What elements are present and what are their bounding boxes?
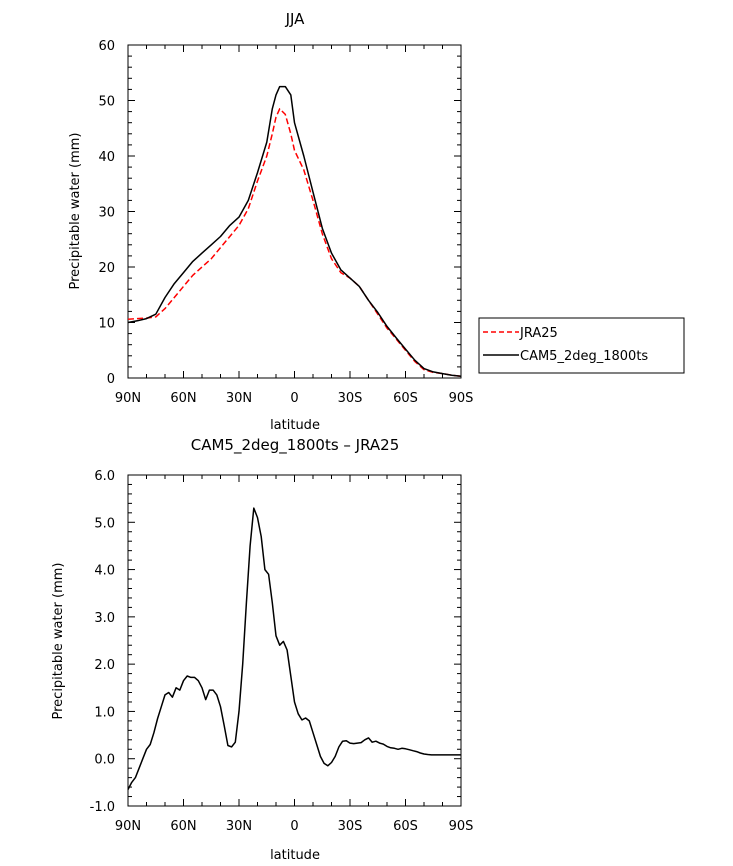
x-tick-label: 90N — [115, 391, 141, 406]
y-tick-marks: -1.0 0.0 1.0 2.0 3.0 4.0 5.0 6.0 — [90, 469, 461, 815]
x-tick-label: 0 — [290, 819, 298, 834]
y-tick-label: 0 — [107, 372, 115, 387]
x-tick-label: 60S — [393, 819, 418, 834]
legend-label-jra25: JRA25 — [519, 326, 558, 341]
x-tick-label: 60S — [393, 391, 418, 406]
series-group — [127, 507, 461, 790]
legend-label-cam5: CAM5_2deg_1800ts — [520, 349, 648, 364]
x-tick-label: 90S — [449, 819, 474, 834]
x-tick-label: 90N — [115, 819, 141, 834]
y-tick-label: 50 — [98, 95, 115, 110]
plot-frame — [127, 474, 462, 807]
x-tick-label: 30S — [338, 391, 363, 406]
x-tick-label: 60N — [170, 819, 196, 834]
chart-title: CAM5_2deg_1800ts – JRA25 — [191, 436, 400, 455]
series-line-cam5-2deg-1800ts — [127, 85, 462, 378]
y-tick-label: 4.0 — [94, 564, 115, 579]
x-tick-label: 0 — [290, 391, 298, 406]
x-tick-marks: 90N 60N 30N 0 30S 60S 90S — [115, 475, 474, 834]
y-tick-marks: 0 10 20 30 40 50 60 — [98, 39, 461, 387]
x-axis-label: latitude — [270, 418, 320, 433]
legend: JRA25 CAM5_2deg_1800ts — [478, 317, 685, 374]
series-line-jra25 — [127, 108, 462, 378]
panel-top-chart: JJA 90N 60N 30N 0 30S 60S 90S 0 10 20 30 40 50 60 la… — [68, 10, 473, 433]
x-tick-label: 90S — [449, 391, 474, 406]
y-tick-label: 30 — [98, 206, 115, 221]
y-tick-label: 20 — [98, 261, 115, 276]
y-tick-label: 3.0 — [94, 611, 115, 626]
y-tick-label: 2.0 — [94, 658, 115, 673]
y-tick-label: 5.0 — [94, 516, 115, 531]
y-tick-label: 0.0 — [94, 753, 115, 768]
y-tick-label: 60 — [98, 39, 115, 54]
series-group — [127, 85, 462, 378]
y-tick-label: 6.0 — [94, 469, 115, 484]
series-line-difference — [127, 507, 461, 790]
plot-frame — [127, 44, 462, 379]
chart-title: JJA — [285, 10, 306, 28]
x-tick-label: 30N — [226, 819, 252, 834]
x-axis-label: latitude — [270, 848, 320, 863]
x-tick-marks: 90N 60N 30N 0 30S 60S 90S — [115, 45, 474, 406]
x-tick-label: 30S — [338, 819, 363, 834]
panel-bottom-chart: CAM5_2deg_1800ts – JRA25 90N 60N 30N 0 30S 60… — [51, 436, 473, 863]
y-tick-label: -1.0 — [90, 800, 115, 815]
y-axis-label: Precipitable water (mm) — [68, 133, 83, 290]
legend-box — [478, 317, 685, 374]
y-tick-label: 1.0 — [94, 705, 115, 720]
x-tick-label: 30N — [226, 391, 252, 406]
x-tick-label: 60N — [170, 391, 196, 406]
y-tick-label: 10 — [98, 317, 115, 332]
y-axis-label: Precipitable water (mm) — [51, 563, 66, 720]
y-tick-label: 40 — [98, 150, 115, 165]
